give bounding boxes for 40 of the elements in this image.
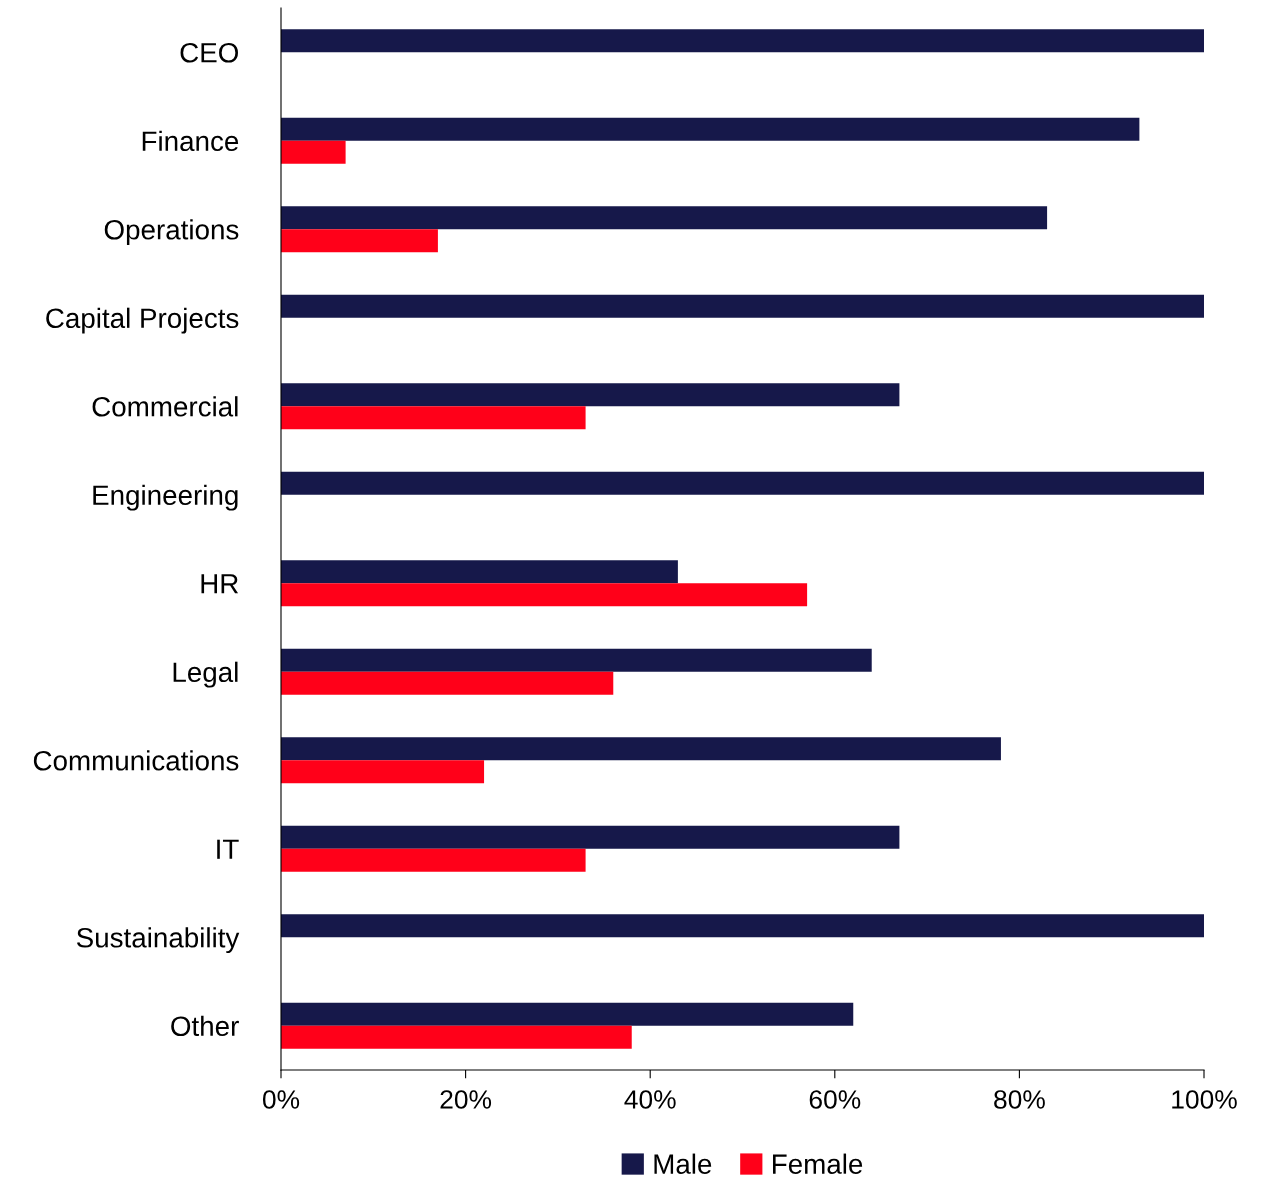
bar xyxy=(281,140,346,164)
y-tick-label: CEO xyxy=(180,42,238,63)
bar xyxy=(281,294,1204,318)
y-tick-label: Operations xyxy=(104,219,239,246)
x-tick-label: 60% xyxy=(809,1090,861,1109)
legend-label: Male xyxy=(654,1153,712,1174)
bar xyxy=(281,29,1204,53)
y-tick-label: Engineering xyxy=(93,484,238,511)
bar xyxy=(281,671,614,695)
bar xyxy=(281,648,872,672)
y-tick-label: HR xyxy=(201,574,239,594)
x-tick-label: 0% xyxy=(262,1090,300,1109)
y-tick-label: Commercial xyxy=(92,396,238,417)
bar xyxy=(281,471,1204,495)
bar xyxy=(281,229,438,253)
x-tick-label: 80% xyxy=(994,1090,1045,1109)
legend-label: Female xyxy=(773,1153,863,1174)
bar xyxy=(281,1002,854,1026)
bar xyxy=(281,117,1140,141)
bar xyxy=(281,825,900,849)
y-tick-label: IT xyxy=(217,839,239,859)
bar xyxy=(281,1025,632,1049)
y-tick-label: Other xyxy=(171,1015,239,1037)
bar xyxy=(281,560,678,584)
bar xyxy=(281,383,900,407)
y-tick-label: Sustainability xyxy=(76,927,240,954)
y-tick-label: Legal xyxy=(173,661,238,688)
bar xyxy=(281,406,586,430)
bar xyxy=(281,206,1048,230)
bar xyxy=(281,848,586,872)
bar xyxy=(281,737,1001,761)
y-tick-label: Finance xyxy=(142,130,239,152)
bar xyxy=(281,760,485,784)
x-tick-label: 40% xyxy=(624,1090,676,1109)
x-tick-label: 20% xyxy=(440,1090,492,1109)
y-tick-label: Capital Projects xyxy=(46,307,239,334)
x-tick-label: 100% xyxy=(1172,1090,1237,1109)
bar xyxy=(281,583,808,607)
bar xyxy=(281,914,1204,938)
y-tick-label: Communications xyxy=(33,750,239,771)
